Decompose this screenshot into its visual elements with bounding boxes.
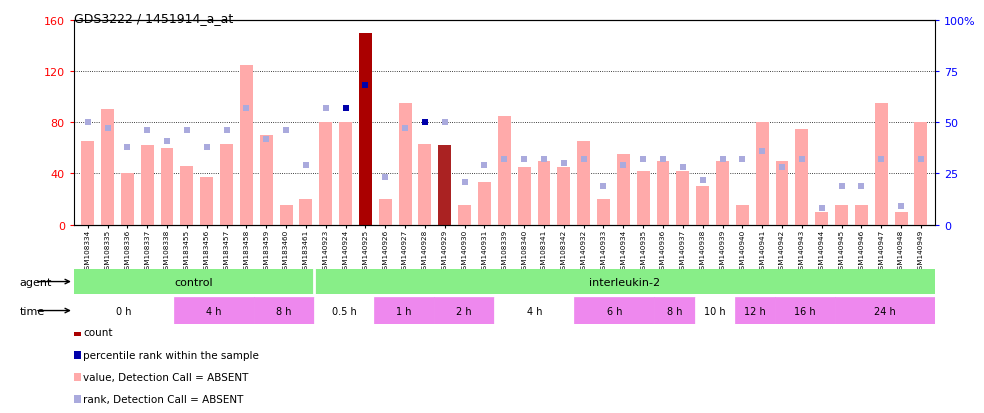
Bar	[736, 206, 749, 225]
Bar	[578, 142, 590, 225]
Text: rank, Detection Call = ABSENT: rank, Detection Call = ABSENT	[84, 394, 244, 404]
Bar	[695, 297, 735, 324]
Text: control: control	[174, 277, 214, 287]
Bar	[254, 297, 314, 324]
Bar	[795, 129, 808, 225]
Bar	[279, 206, 292, 225]
Text: 2 h: 2 h	[457, 306, 472, 316]
Text: 16 h: 16 h	[794, 306, 816, 316]
Bar	[716, 161, 729, 225]
Bar	[855, 206, 868, 225]
Text: 8 h: 8 h	[667, 306, 682, 316]
Text: 0.5 h: 0.5 h	[332, 306, 356, 316]
Bar	[101, 110, 114, 225]
Text: count: count	[84, 328, 113, 337]
Bar	[141, 146, 154, 225]
Bar	[775, 161, 788, 225]
Text: time: time	[20, 306, 45, 316]
Bar	[875, 104, 888, 225]
Text: 24 h: 24 h	[874, 306, 895, 316]
Bar	[575, 297, 654, 324]
Bar	[676, 171, 690, 225]
Bar	[260, 135, 273, 225]
Bar	[834, 297, 935, 324]
Bar	[617, 155, 630, 225]
Bar	[537, 161, 550, 225]
Text: 10 h: 10 h	[704, 306, 725, 316]
Bar	[314, 270, 935, 294]
Bar	[220, 145, 233, 225]
Text: 4 h: 4 h	[207, 306, 221, 316]
Bar	[735, 297, 774, 324]
Bar	[418, 145, 431, 225]
Bar	[774, 297, 834, 324]
Bar	[756, 123, 769, 225]
Bar	[299, 199, 312, 225]
Text: 12 h: 12 h	[744, 306, 766, 316]
Text: 1 h: 1 h	[397, 306, 412, 316]
Bar	[201, 178, 214, 225]
Text: agent: agent	[20, 277, 52, 287]
Bar	[374, 297, 434, 324]
Bar	[160, 148, 173, 225]
Bar	[379, 199, 392, 225]
Bar	[656, 161, 669, 225]
Bar	[438, 146, 452, 225]
Text: 6 h: 6 h	[607, 306, 622, 316]
Bar	[434, 297, 494, 324]
Bar	[816, 212, 829, 225]
Bar	[518, 168, 530, 225]
Text: percentile rank within the sample: percentile rank within the sample	[84, 350, 259, 360]
Bar	[174, 297, 254, 324]
Bar	[319, 123, 333, 225]
Bar	[314, 297, 374, 324]
Text: value, Detection Call = ABSENT: value, Detection Call = ABSENT	[84, 372, 249, 382]
Bar	[557, 168, 571, 225]
Bar	[597, 199, 610, 225]
Bar	[82, 142, 94, 225]
Text: 8 h: 8 h	[277, 306, 292, 316]
Bar	[637, 171, 649, 225]
Text: 0 h: 0 h	[116, 306, 132, 316]
Bar	[339, 123, 352, 225]
Text: interleukin-2: interleukin-2	[588, 277, 660, 287]
Bar	[654, 297, 695, 324]
Bar	[894, 212, 907, 225]
Bar	[399, 104, 411, 225]
Bar	[478, 183, 491, 225]
Bar	[494, 297, 575, 324]
Bar	[180, 166, 193, 225]
Text: GDS3222 / 1451914_a_at: GDS3222 / 1451914_a_at	[74, 12, 233, 25]
Bar	[459, 206, 471, 225]
Bar	[74, 297, 174, 324]
Bar	[498, 116, 511, 225]
Bar	[359, 33, 372, 225]
Bar	[914, 123, 927, 225]
Bar	[74, 270, 314, 294]
Bar	[121, 174, 134, 225]
Bar	[240, 65, 253, 225]
Text: 4 h: 4 h	[526, 306, 542, 316]
Bar	[697, 187, 709, 225]
Bar	[835, 206, 848, 225]
